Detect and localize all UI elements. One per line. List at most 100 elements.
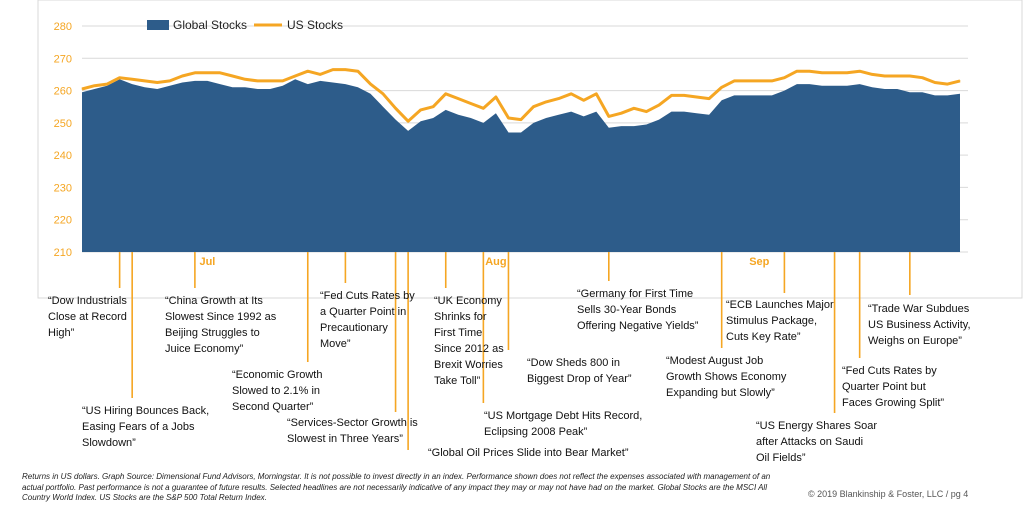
us-stocks-point <box>871 73 873 75</box>
headline-9: “Dow Sheds 800 in Biggest Drop of Year” <box>527 357 632 385</box>
us-stocks-point <box>821 72 823 74</box>
y-axis-ticks: 210 220 230 240 250 260 270 280 <box>54 21 72 259</box>
us-stocks-point <box>683 94 685 96</box>
us-stocks-point <box>758 80 760 82</box>
us-stocks-point <box>457 98 459 100</box>
x-label-jul: Jul <box>199 256 215 268</box>
us-stocks-point <box>194 72 196 74</box>
us-stocks-point <box>445 93 447 95</box>
us-stocks-point <box>81 88 83 90</box>
us-stocks-point <box>357 70 359 72</box>
us-stocks-point <box>244 78 246 80</box>
plot-border <box>37 0 1023 299</box>
us-stocks-point <box>859 70 861 72</box>
us-stocks-point <box>420 109 422 111</box>
y-tick-label-250: 250 <box>54 118 72 130</box>
headline-5: “Services-Sector Growth is Slowest in Th… <box>287 417 418 445</box>
y-tick-label-210: 210 <box>54 247 72 259</box>
legend-swatch-global <box>147 20 169 30</box>
us-stocks-point <box>620 112 622 114</box>
us-stocks-point <box>482 107 484 109</box>
headline-7: “UK Economy Shrinks for First Time Since… <box>434 295 504 387</box>
us-stocks-point <box>470 103 472 104</box>
us-stocks-point <box>332 69 334 71</box>
us-stocks-point <box>884 75 886 77</box>
global-stocks-area <box>82 79 960 252</box>
headline-15: “Trade War Subdues US Business Activity,… <box>868 303 971 347</box>
us-stocks-point <box>947 83 948 85</box>
us-stocks-point <box>169 80 171 82</box>
us-stocks-point <box>94 85 95 87</box>
x-label-aug: Aug <box>485 256 506 268</box>
us-stocks-point <box>658 104 660 106</box>
headline-6: “Global Oil Prices Slide into Bear Marke… <box>428 447 629 459</box>
us-stocks-point <box>570 93 572 95</box>
us-stocks-point <box>495 96 497 98</box>
y-tick-label-240: 240 <box>54 150 72 162</box>
headline-0: “Dow Industrials Close at Record High” <box>48 295 127 339</box>
us-stocks-point <box>181 75 183 77</box>
us-stocks-point <box>733 80 735 82</box>
headline-4: “Fed Cuts Rates by a Quarter Point in Pr… <box>320 290 415 350</box>
us-stocks-point <box>671 94 672 96</box>
us-stocks-point <box>294 75 296 77</box>
us-stocks-point <box>520 119 522 121</box>
headline-1: “US Hiring Bounces Back, Easing Fears of… <box>82 405 210 449</box>
us-stocks-point <box>307 70 309 72</box>
y-tick-label-220: 220 <box>54 215 72 227</box>
y-tick-label-230: 230 <box>54 182 72 194</box>
y-tick-label-270: 270 <box>54 53 72 65</box>
headline-8: “US Mortgage Debt Hits Record, Eclipsing… <box>484 410 643 438</box>
us-stocks-point <box>382 93 384 95</box>
y-tick-label-280: 280 <box>54 21 72 33</box>
us-stocks-point <box>219 72 221 74</box>
us-stocks-point <box>746 80 748 82</box>
us-stocks-point <box>721 86 723 88</box>
us-stocks-point <box>131 78 133 80</box>
series-layer <box>81 68 961 252</box>
us-stocks-point <box>921 77 923 79</box>
us-stocks-point <box>608 115 610 117</box>
us-stocks-point <box>846 72 848 74</box>
us-stocks-point <box>783 77 785 79</box>
us-stocks-point <box>257 80 259 82</box>
us-stocks-point <box>395 107 397 109</box>
us-stocks-point <box>834 72 836 74</box>
us-stocks-point <box>583 99 585 101</box>
us-stocks-point <box>809 70 810 72</box>
us-stocks-point <box>119 77 121 79</box>
month-labels: Jul Aug Sep <box>199 256 769 268</box>
legend: Global Stocks US Stocks <box>147 18 343 32</box>
us-stocks-point <box>407 120 409 122</box>
us-stocks-point <box>282 80 284 82</box>
us-stocks-point <box>909 75 911 77</box>
us-stocks-point <box>106 83 108 85</box>
us-stocks-point <box>344 69 346 71</box>
us-stocks-point <box>370 83 371 85</box>
headline-3: “Economic Growth Slowed to 2.1% in Secon… <box>232 369 323 413</box>
headline-14: “Fed Cuts Rates by Quarter Point but Fac… <box>842 365 945 409</box>
legend-label-global: Global Stocks <box>173 18 247 32</box>
us-stocks-point <box>533 106 534 108</box>
us-stocks-point <box>319 73 321 75</box>
us-stocks-point <box>595 93 597 95</box>
us-stocks-point <box>558 98 560 100</box>
headline-10: “Germany for First Time Sells 30-Year Bo… <box>577 288 699 332</box>
us-stocks-point <box>696 96 698 98</box>
us-stocks-point <box>432 106 434 108</box>
legend-label-us: US Stocks <box>287 18 343 32</box>
us-stocks-point <box>232 75 233 77</box>
us-stocks-point <box>708 98 710 100</box>
us-stocks-point <box>144 80 146 82</box>
us-stocks-point <box>796 70 798 72</box>
us-stocks-point <box>508 117 509 119</box>
headline-2: “China Growth at Its Slowest Since 1992 … <box>165 295 277 355</box>
headline-13: “US Energy Shares Soar after Attacks on … <box>756 420 878 464</box>
x-label-sep: Sep <box>749 256 769 268</box>
us-stocks-point <box>896 75 898 77</box>
us-stocks-point <box>156 82 158 83</box>
us-stocks-point <box>269 80 271 82</box>
us-stocks-point <box>206 72 208 74</box>
us-stocks-point <box>633 107 635 109</box>
